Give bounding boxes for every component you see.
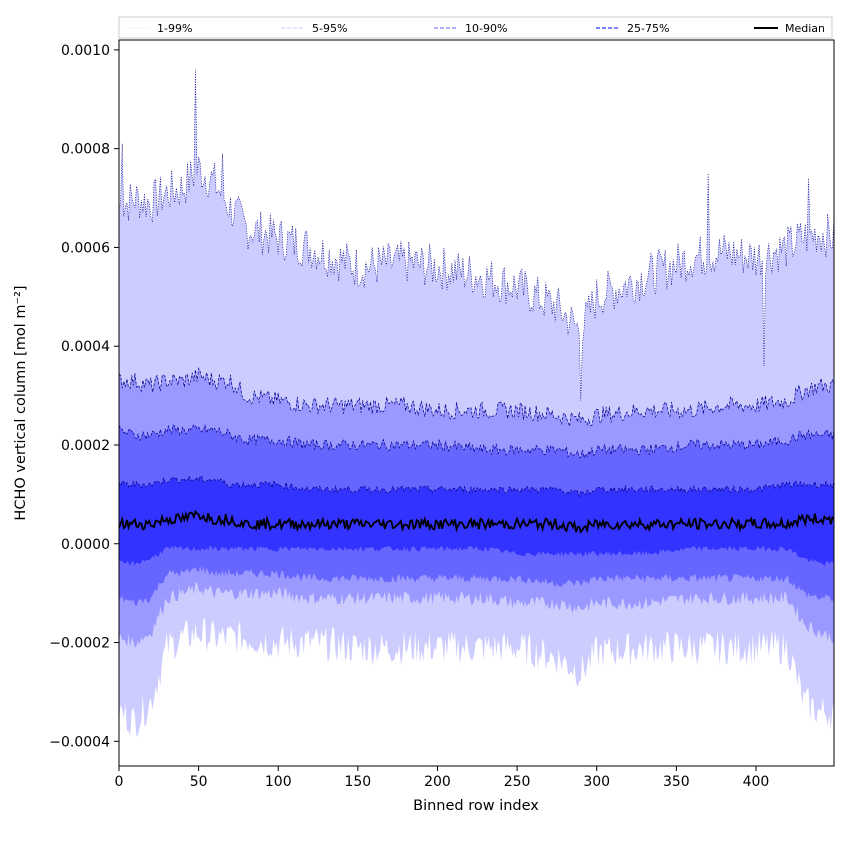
plot-frame bbox=[118, 39, 835, 767]
legend-label-25-75: 25-75% bbox=[627, 22, 669, 35]
y-tick-label: 0.0004 bbox=[61, 339, 110, 355]
y-tick-label: 0.0010 bbox=[61, 43, 110, 59]
band-25-75 bbox=[119, 476, 834, 566]
x-axis-label: Binned row index bbox=[413, 798, 539, 814]
x-tick-label: 250 bbox=[504, 774, 531, 790]
legend-frame bbox=[118, 16, 833, 39]
plot-area bbox=[119, 69, 834, 738]
y-tick-label: 0.0008 bbox=[61, 142, 110, 158]
x-tick-label: 150 bbox=[344, 774, 371, 790]
x-tick-label: 300 bbox=[583, 774, 610, 790]
median-line bbox=[119, 509, 834, 534]
band-upper-line-25-75 bbox=[119, 475, 834, 499]
y-tick-label: 0.0006 bbox=[61, 240, 110, 256]
y-tick-label: 0.0002 bbox=[61, 438, 110, 454]
y-tick-label: −0.0002 bbox=[49, 636, 110, 652]
legend-label-10-90: 10-90% bbox=[465, 22, 507, 35]
legend: 1-99% 5-95% 10-90% 25-75% Median bbox=[118, 16, 833, 39]
x-axis: 0 50 100 150 200 250 300 350 400 bbox=[115, 766, 770, 790]
x-tick-label: 200 bbox=[424, 774, 451, 790]
y-tick-label: −0.0004 bbox=[49, 734, 110, 750]
y-axis: −0.0004 −0.0002 0.0000 0.0002 0.0004 0.0006 0.… bbox=[49, 43, 119, 750]
x-tick-label: 400 bbox=[743, 774, 770, 790]
x-tick-label: 350 bbox=[663, 774, 690, 790]
x-tick-label: 50 bbox=[190, 774, 208, 790]
band-upper-line-5-95 bbox=[119, 367, 834, 427]
legend-label-1-99: 1-99% bbox=[157, 22, 192, 35]
band-upper-line-10-90 bbox=[119, 423, 834, 460]
y-axis-label: HCHO vertical column [mol m⁻²] bbox=[13, 285, 29, 520]
y-tick-label: 0.0000 bbox=[61, 537, 110, 553]
legend-label-median: Median bbox=[785, 22, 825, 35]
x-tick-label: 100 bbox=[265, 774, 292, 790]
x-tick-label: 0 bbox=[115, 774, 124, 790]
legend-label-5-95: 5-95% bbox=[312, 22, 347, 35]
